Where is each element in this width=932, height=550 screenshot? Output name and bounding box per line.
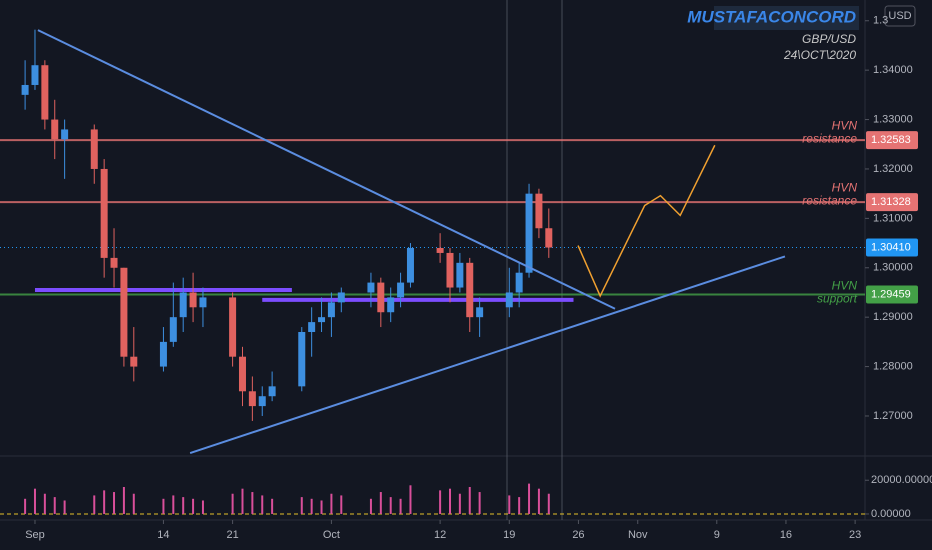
last-price-badge bbox=[866, 238, 918, 257]
trendline bbox=[37, 29, 616, 310]
x-tick-label: Nov bbox=[628, 529, 648, 541]
candle-body bbox=[31, 65, 39, 85]
x-tick-label: 19 bbox=[503, 529, 515, 541]
candle-body bbox=[51, 119, 59, 140]
date-note: 24\OCT\2020 bbox=[783, 48, 856, 62]
currency-label[interactable]: USD bbox=[888, 10, 911, 22]
level-badge bbox=[866, 285, 918, 304]
candle-body bbox=[159, 341, 167, 367]
candle-body bbox=[397, 282, 405, 298]
x-tick-label: Sep bbox=[25, 529, 45, 541]
candle-body bbox=[179, 292, 187, 318]
candle-body bbox=[21, 84, 29, 95]
x-tick-label: 12 bbox=[434, 529, 446, 541]
candle-body bbox=[238, 356, 246, 392]
indicator-tick-label: 20000.00000 bbox=[871, 474, 932, 486]
candle-body bbox=[100, 168, 108, 258]
candle-body bbox=[476, 307, 484, 318]
candle-body bbox=[525, 193, 533, 273]
candle-body bbox=[41, 65, 49, 120]
x-tick-label: 16 bbox=[780, 529, 792, 541]
level-badge bbox=[866, 193, 918, 212]
candle-body bbox=[515, 272, 523, 293]
candle-body bbox=[189, 292, 197, 308]
x-tick-label: 26 bbox=[572, 529, 584, 541]
candle-body bbox=[367, 282, 375, 293]
level-badge-label: 1.32583 bbox=[871, 134, 911, 146]
projection-path bbox=[577, 144, 716, 298]
candle-body bbox=[130, 356, 138, 367]
candle-body bbox=[456, 262, 464, 288]
candle-body bbox=[199, 297, 207, 308]
candle-body bbox=[258, 396, 266, 407]
y-tick-label: 1.27000 bbox=[873, 410, 913, 422]
trendline bbox=[189, 255, 786, 454]
x-tick-label: 21 bbox=[226, 529, 238, 541]
candle-body bbox=[327, 302, 335, 318]
candle-body bbox=[110, 257, 118, 268]
watermark-box bbox=[714, 6, 859, 30]
candle-body bbox=[61, 129, 69, 140]
candle-body bbox=[436, 248, 444, 253]
level-note: resistance bbox=[802, 193, 857, 207]
y-tick-label: 1.34000 bbox=[873, 64, 913, 76]
y-tick-label: 1.33000 bbox=[873, 113, 913, 125]
symbol: GBP/USD bbox=[802, 32, 856, 46]
y-tick-label: 1.28000 bbox=[873, 360, 913, 372]
x-tick-label: Oct bbox=[323, 529, 340, 541]
level-note: HVN bbox=[832, 118, 858, 132]
y-tick-label: 1.29000 bbox=[873, 311, 913, 323]
watermark: MUSTAFACONCORD bbox=[687, 7, 856, 26]
candle-body bbox=[298, 331, 306, 387]
level-badge-label: 1.31328 bbox=[871, 196, 911, 208]
x-tick-label: 14 bbox=[157, 529, 169, 541]
y-tick-label: 1.30000 bbox=[873, 262, 913, 274]
x-tick-label: 23 bbox=[849, 529, 861, 541]
currency-button[interactable] bbox=[884, 5, 916, 27]
candle-body bbox=[308, 322, 316, 332]
candle-body bbox=[406, 248, 414, 283]
candle-body bbox=[535, 193, 543, 229]
level-note: resistance bbox=[802, 131, 857, 145]
candle-body bbox=[446, 252, 454, 288]
candle-body bbox=[229, 297, 237, 357]
level-badge bbox=[866, 131, 918, 150]
candle-body bbox=[387, 297, 395, 313]
candle-body bbox=[169, 317, 177, 342]
level-note: HVN bbox=[832, 279, 858, 293]
y-tick-label: 1.31000 bbox=[873, 212, 913, 224]
y-tick-label: 1.3 bbox=[873, 15, 888, 27]
indicator-tick-label: 0.00000 bbox=[871, 508, 911, 520]
candle-body bbox=[90, 129, 98, 169]
level-note: support bbox=[817, 292, 858, 306]
candle-body bbox=[337, 292, 345, 303]
candle-body bbox=[545, 228, 553, 248]
candle-body bbox=[377, 282, 385, 313]
candle-body bbox=[268, 386, 276, 397]
last-price-label: 1.30410 bbox=[871, 241, 911, 253]
level-badge-label: 1.29459 bbox=[871, 288, 911, 300]
candle-body bbox=[248, 391, 256, 407]
level-note: HVN bbox=[832, 180, 858, 194]
candle-body bbox=[466, 262, 474, 318]
candle-body bbox=[318, 317, 326, 323]
candle-body bbox=[120, 267, 128, 357]
candle-body bbox=[505, 292, 513, 308]
y-tick-label: 1.32000 bbox=[873, 163, 913, 175]
x-tick-label: 9 bbox=[714, 529, 720, 541]
